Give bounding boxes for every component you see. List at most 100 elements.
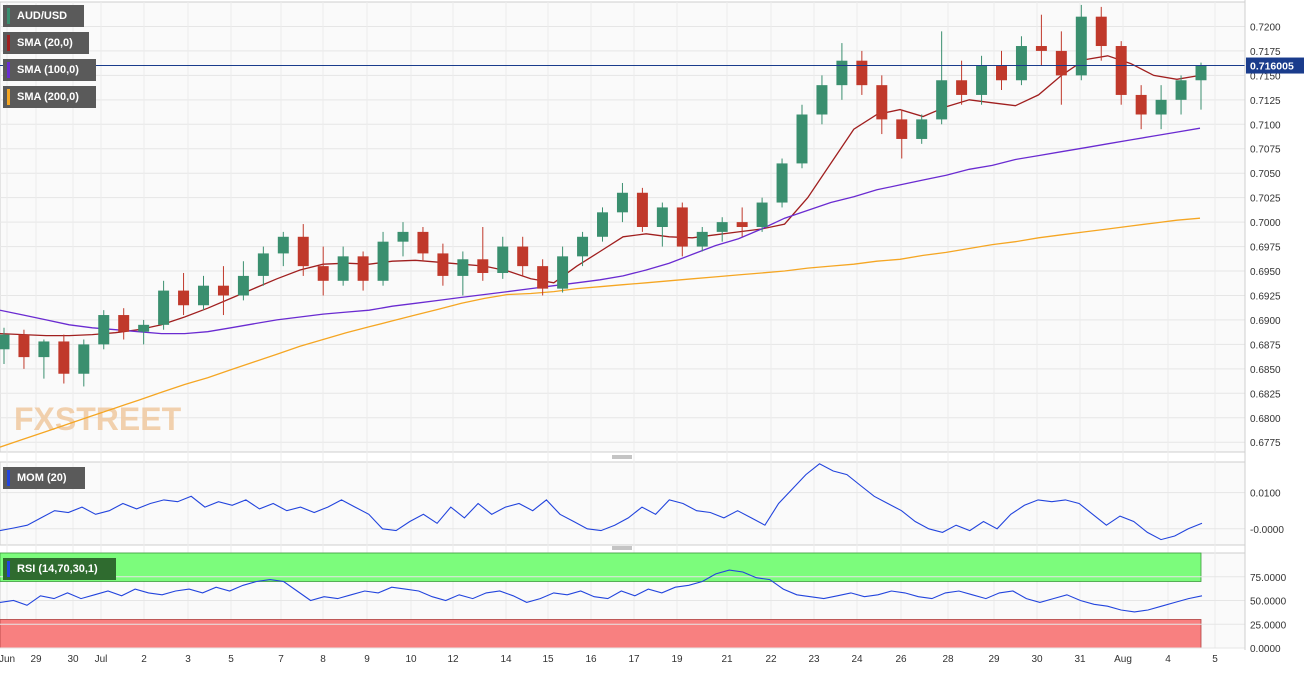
y-tick-label: 0.6950 [1250,267,1281,278]
y-tick-label: 0.7125 [1250,96,1281,107]
x-tick-label: 9 [364,654,370,665]
candle-body [1155,99,1167,115]
legend-sma20-label: SMA (20,0) [17,37,73,49]
legend-sma200-label: SMA (200,0) [17,91,79,103]
y-tick-label: 0.6825 [1250,389,1281,400]
candle-body [816,85,828,115]
candle-body [118,315,130,332]
candle-body [896,119,908,139]
x-tick-label: 14 [500,654,512,665]
x-tick-label: 4 [1165,654,1171,665]
candle-body [1135,94,1147,115]
legend-sma100-swatch [7,62,10,78]
candle-body [916,119,928,139]
y-tick-label: 0.6850 [1250,365,1281,376]
candle-body [856,60,868,86]
x-tick-label: 10 [405,654,417,665]
candle-body [1095,16,1107,47]
candle-body [956,80,968,95]
x-tick-label: 22 [765,654,777,665]
momentum-line [0,463,1203,541]
y-tick-label: 0.7175 [1250,47,1281,58]
sma200-line [0,217,1201,448]
candle-body [1035,46,1047,51]
candle-body [1075,16,1087,76]
candle-body [337,256,349,281]
candle-body [98,315,110,345]
candle-body [616,192,628,213]
y-tick-label: 0.6925 [1250,291,1281,302]
candle-body [936,80,948,120]
candle-body [18,334,30,358]
y-tick-label: 50.0000 [1250,597,1287,608]
y-tick-label: 0.6800 [1250,414,1281,425]
candle-body [437,253,449,276]
candle-body [297,236,309,267]
y-tick-label: 0.6975 [1250,243,1281,254]
x-tick-label: 29 [988,654,1000,665]
candle-body [996,65,1007,81]
candle-body [716,222,728,232]
legend-sma20-swatch [7,35,10,51]
candle-body [317,266,329,281]
candle-body [38,341,50,358]
candle-body [636,192,648,227]
y-tick-label: 75.0000 [1250,573,1287,584]
y-tick-label: 0.7075 [1250,145,1281,156]
candle-body [1115,46,1127,95]
legend-rsi-swatch [7,561,10,577]
candle-body [1195,65,1207,81]
x-tick-label: 23 [808,654,820,665]
legend-sma200: SMA (200,0) [3,86,96,108]
legend-sma100-label: SMA (100,0) [17,64,79,76]
y-tick-label: 25.0000 [1250,620,1287,631]
x-tick-label: 26 [895,654,907,665]
y-tick-label: 0.7200 [1250,22,1281,33]
y-tick-label: 0.6875 [1250,340,1281,351]
legend-sma20: SMA (20,0) [3,32,89,54]
candle-body [497,246,509,273]
x-tick-label: 12 [447,654,459,665]
x-tick-label: 5 [228,654,234,665]
candle-body [517,246,529,267]
legend-sma200-swatch [7,89,10,105]
candle-body [796,114,808,164]
legend-mom: MOM (20) [3,467,85,489]
candle-body [0,334,10,350]
x-tick-label: Jul [95,654,108,665]
x-tick-label: 24 [851,654,863,665]
x-tick-label: 2 [141,654,147,665]
watermark-logo: FXSTREET [14,401,182,437]
sma100-line [0,127,1201,335]
x-tick-label: 17 [628,654,640,665]
y-tick-label: 0.6900 [1250,316,1281,327]
x-tick-label: 19 [671,654,683,665]
x-tick-label: 21 [721,654,733,665]
candle-body [417,231,429,254]
x-tick-label: 31 [1074,654,1086,665]
x-tick-label: 5 [1212,654,1218,665]
legend-symbol-label: AUD/USD [17,10,68,22]
current-price-label: 0.716005 [1250,61,1294,73]
legend-symbol: AUD/USD [3,5,84,27]
candle-body [656,207,668,227]
y-tick-label: 0.7000 [1250,218,1281,229]
candle-body [237,275,249,296]
legend-rsi-label: RSI (14,70,30,1) [17,563,98,575]
y-tick-label: 0.0100 [1250,489,1281,500]
legend-rsi: RSI (14,70,30,1) [3,558,116,580]
x-tick-label: 7 [278,654,284,665]
candle-body [1015,46,1027,81]
y-tick-label: 0.7150 [1250,71,1281,82]
candle-body [537,266,549,289]
candle-body [477,259,489,273]
candle-body [357,256,369,281]
legend-mom-label: MOM (20) [17,472,67,484]
x-tick-label: Aug [1114,654,1132,665]
sma20-line [0,55,1201,337]
candle-body [257,253,269,276]
candle-body [776,163,788,203]
y-tick-label: 0.7100 [1250,120,1281,131]
mom-panel-bg [0,461,1246,546]
